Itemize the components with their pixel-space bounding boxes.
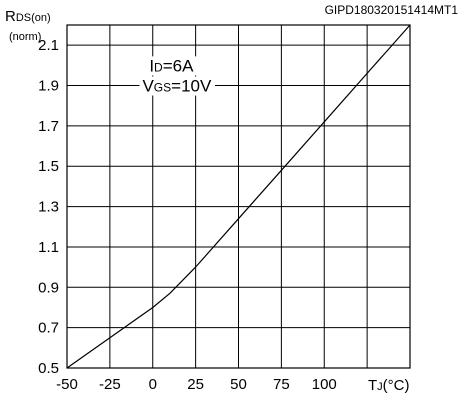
x-tick-labels: -50 -25 0 25 50 75 100	[56, 376, 337, 393]
x-tick-label: 0	[149, 376, 157, 393]
y-tick-labels: 0.5 0.7 0.9 1.1 1.3 1.5 1.7 1.9 2.1	[38, 37, 59, 377]
y-tick-label: 1.3	[38, 199, 59, 216]
x-axis-label-unit: (°C)	[383, 377, 410, 394]
x-tick-label: -25	[99, 376, 121, 393]
y-tick-label: 1.1	[38, 239, 59, 256]
x-axis-label-sub: J	[377, 381, 383, 393]
annotation-id-bg	[146, 56, 198, 76]
x-tick-label: 75	[273, 376, 290, 393]
annotation-vgs: VGS=10V	[142, 77, 212, 96]
x-tick-label: 25	[187, 376, 204, 393]
x-tick-label: 100	[312, 376, 337, 393]
y-tick-label: 1.9	[38, 78, 59, 95]
y-tick-label: 0.7	[38, 320, 59, 337]
annotation-vgs-bg	[139, 76, 215, 96]
grid-lines	[67, 25, 410, 368]
x-tick-label: 50	[230, 376, 247, 393]
y-axis-label-main: R	[5, 8, 16, 25]
y-tick-label: 1.5	[38, 158, 59, 175]
annotation-id-value: =6A	[163, 56, 194, 75]
plot-frame	[66, 24, 411, 369]
x-axis-label-main: T	[368, 377, 377, 394]
annotation-id: ID=6A	[149, 56, 194, 75]
y-tick-label: 0.9	[38, 279, 59, 296]
annotation-vgs-value: =10V	[171, 77, 212, 96]
annotation-id-main: I	[149, 56, 154, 75]
figure-id: GIPD180320151414MT1	[325, 3, 459, 17]
y-axis-label-sub: DS(on)	[16, 12, 51, 24]
annotation-id-sub: D	[154, 60, 163, 74]
y-axis-label: RDS(on)	[5, 8, 51, 25]
annotation-vgs-main: V	[142, 77, 154, 96]
annotation-vgs-sub: GS	[154, 81, 171, 95]
y-tick-label: 0.5	[38, 360, 59, 377]
x-tick-label: -50	[56, 376, 78, 393]
y-tick-label: 1.7	[38, 118, 59, 135]
series-line	[66, 24, 411, 369]
y-tick-label: 2.1	[38, 37, 59, 54]
y-axis-unit: (norm)	[9, 31, 41, 43]
x-axis-label: TJ(°C)	[368, 377, 410, 394]
